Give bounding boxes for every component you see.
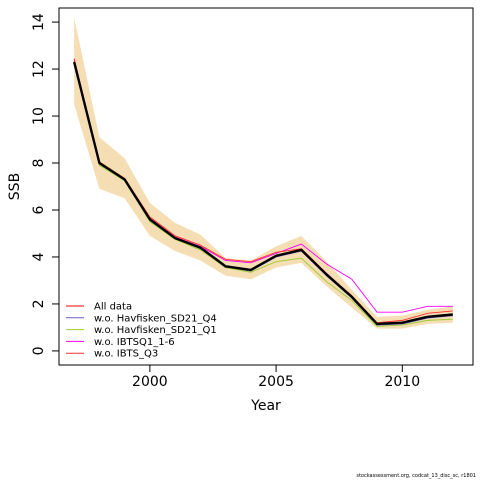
y-tick-label: 0 [31,346,47,355]
y-tick-label: 4 [31,252,47,261]
y-axis: 0 2 4 6 8 10 12 14 [31,13,59,355]
legend-label: All data [94,302,132,313]
y-tick-label: 14 [31,13,47,31]
x-tick-label: 2010 [384,374,420,390]
legend-label: w.o. Havfisken_SD21_Q1 [94,325,217,336]
x-axis: 2000 2005 2010 [132,365,420,390]
x-tick-label: 2005 [258,374,294,390]
y-tick-label: 8 [31,159,47,168]
x-axis-label: Year [250,398,281,414]
plot-frame [58,7,474,366]
legend-label: w.o. IBTSQ1_1-6 [94,337,175,348]
confidence-band [74,17,453,329]
y-axis-label: SSB [7,173,23,200]
y-tick-label: 2 [31,299,47,308]
x-tick-label: 2000 [132,374,168,390]
footer-note: stockassessment.org, codcat_13_disc_sc, … [356,473,476,479]
y-tick-label: 6 [31,205,47,214]
confidence-band-layer [74,17,453,329]
estimate-line [72,61,453,326]
y-tick-label: 10 [31,107,47,125]
legend-label: w.o. IBTS_Q3 [94,349,158,360]
y-tick-label: 12 [31,60,47,78]
estimate-line-layer [72,61,453,326]
legend-label: w.o. Havfisken_SD21_Q4 [94,313,217,324]
